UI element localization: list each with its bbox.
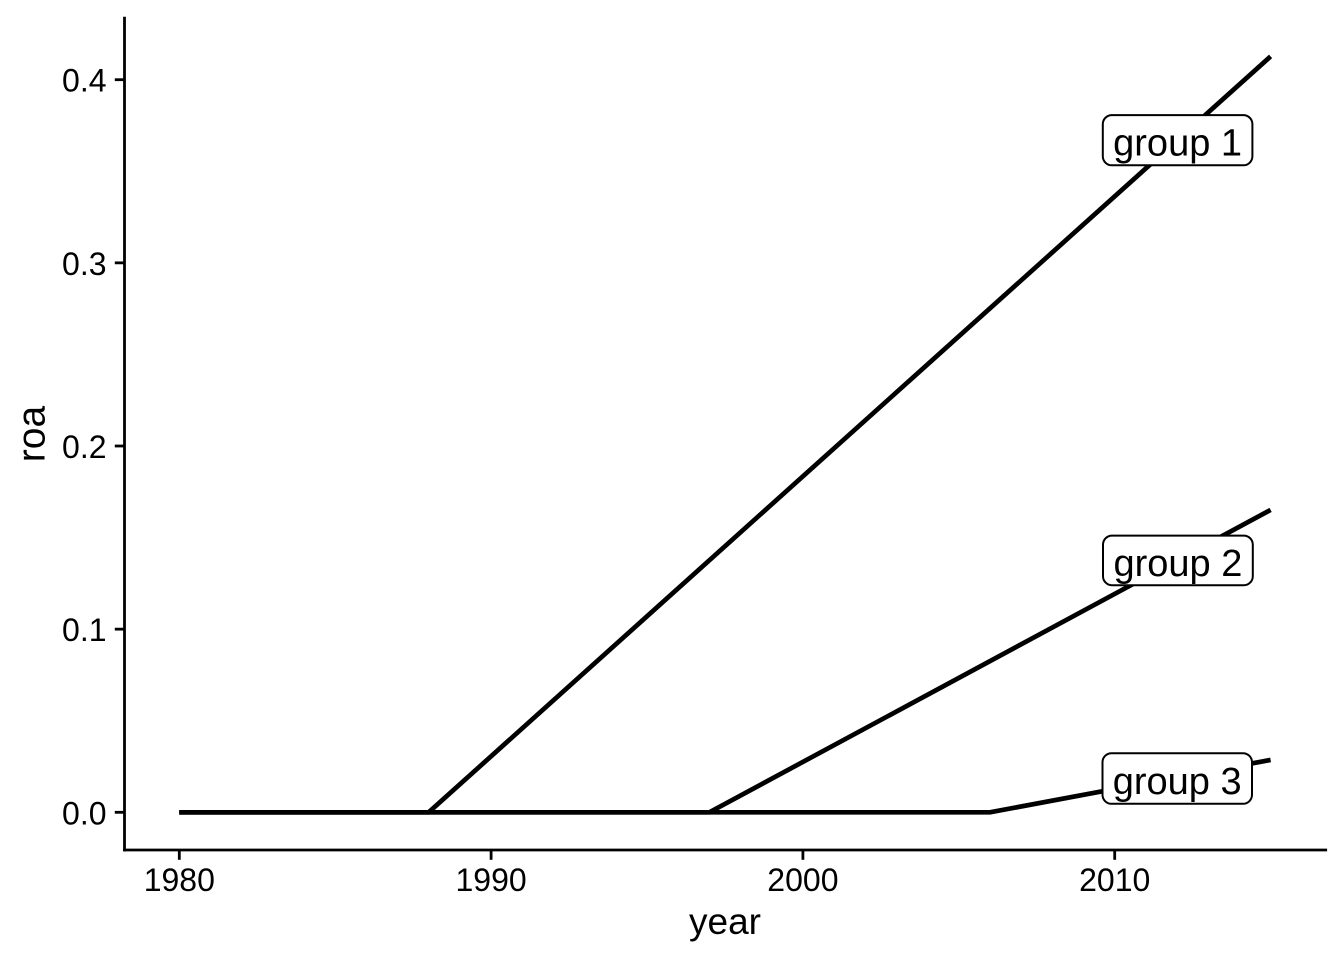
svg-text:1980: 1980 <box>144 862 215 898</box>
svg-text:2000: 2000 <box>767 862 838 898</box>
svg-text:2010: 2010 <box>1079 862 1150 898</box>
svg-text:year: year <box>689 901 761 942</box>
svg-text:group 2: group 2 <box>1113 543 1242 585</box>
svg-text:1990: 1990 <box>456 862 527 898</box>
svg-text:0.3: 0.3 <box>62 246 106 282</box>
svg-text:group 3: group 3 <box>1113 761 1242 803</box>
svg-text:roa: roa <box>11 406 54 463</box>
svg-text:0.1: 0.1 <box>62 612 106 648</box>
svg-text:0.0: 0.0 <box>62 795 106 831</box>
svg-text:0.4: 0.4 <box>62 63 106 99</box>
svg-text:group 1: group 1 <box>1113 123 1242 165</box>
svg-text:0.2: 0.2 <box>62 429 106 465</box>
